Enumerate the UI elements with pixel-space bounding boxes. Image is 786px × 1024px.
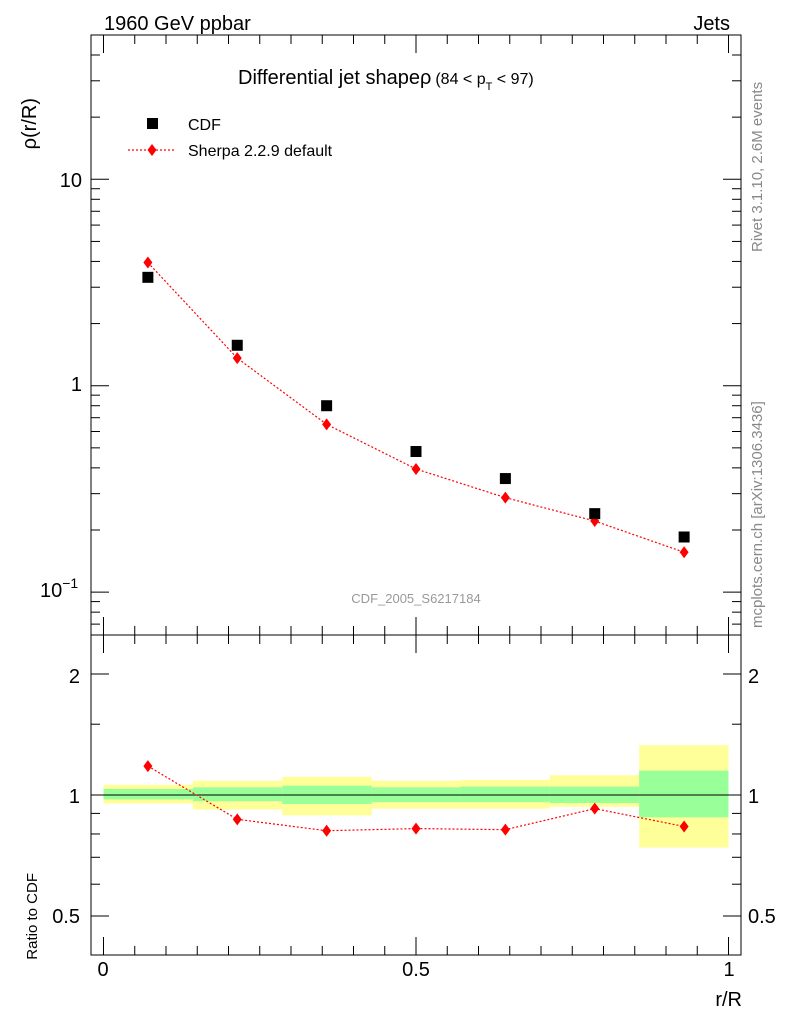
- ratio-uncertainty-bands: [103, 745, 729, 848]
- xtick-0: 0: [97, 959, 108, 981]
- data-point: [321, 400, 333, 412]
- source-label: mcplots.cern.ch [arXiv:1306.3436]: [749, 401, 766, 628]
- data-point: [142, 271, 154, 283]
- mc-point: [322, 418, 332, 431]
- ratio-mc-point: [679, 820, 689, 833]
- plot-title-range-sub: T: [486, 81, 493, 93]
- rivet-label: Rivet 3.1.10, 2.6M events: [749, 82, 766, 252]
- legend-data-label: CDF: [188, 117, 221, 134]
- x-axis-label: r/R: [715, 989, 742, 1011]
- plot-title-main: Differential jet shapeρ: [238, 67, 431, 89]
- ratio-band-inner: [460, 786, 550, 803]
- ratio-ytick-0.5-right: 0.5: [748, 906, 776, 928]
- xtick-0.5: 0.5: [402, 959, 430, 981]
- ratio-ytick-1: 1: [69, 786, 80, 808]
- main-ytick-10: 10: [60, 170, 82, 192]
- ratio-ytick-2-right: 2: [748, 666, 759, 688]
- ratio-mc-point: [322, 824, 332, 837]
- main-y-axis-label: ρ(r/R): [19, 98, 41, 149]
- ratio-y-axis-label: Ratio to CDF: [24, 873, 41, 960]
- header-process: Jets: [693, 13, 730, 35]
- main-ytick-1: 1: [71, 374, 82, 396]
- main-ytick-0.1-base: 10: [40, 580, 62, 602]
- axes-and-ticks: [90, 34, 742, 956]
- ratio-ytick-2: 2: [69, 666, 80, 688]
- mc-line: [147, 262, 685, 553]
- plot-title-range-close: < 97): [492, 71, 533, 88]
- main-ytick-0.1-exp: −1: [62, 575, 78, 591]
- data-point: [589, 508, 601, 520]
- data-point: [499, 473, 511, 485]
- ratio-band-inner: [639, 770, 729, 818]
- legend-mc-marker: [147, 144, 157, 156]
- data-point: [410, 446, 422, 458]
- mc-point: [143, 256, 153, 269]
- ratio-mc-point: [590, 802, 600, 815]
- ratio-panel-series: [143, 760, 689, 837]
- header-energy: 1960 GeV ppbar: [104, 13, 251, 35]
- ratio-mc-point: [143, 760, 153, 773]
- analysis-watermark: CDF_2005_S6217184: [351, 591, 480, 606]
- legend-data-marker: [147, 118, 158, 129]
- ratio-mc-point: [411, 822, 421, 835]
- ratio-band-inner: [103, 788, 193, 800]
- ratio-ytick-1-right: 1: [748, 786, 759, 808]
- plot-title: Differential jet shapeρ (84 < pT < 97): [238, 67, 534, 93]
- mc-point: [500, 491, 510, 504]
- main-ytick-0.1: 10−1: [40, 575, 78, 602]
- data-point: [231, 339, 243, 351]
- ratio-band-inner: [192, 787, 283, 802]
- main-panel-series: [142, 256, 690, 559]
- data-point: [678, 531, 690, 543]
- ratio-mc-point: [500, 823, 510, 836]
- mc-point: [411, 462, 421, 475]
- ratio-mc-point: [232, 813, 242, 826]
- mc-point: [232, 352, 242, 365]
- ratio-ytick-0.5: 0.5: [52, 906, 80, 928]
- plot-title-range-open: (84 < p: [435, 71, 485, 88]
- xtick-1: 1: [723, 959, 734, 981]
- mc-point: [679, 546, 689, 559]
- legend-mc-label: Sherpa 2.2.9 default: [188, 143, 333, 160]
